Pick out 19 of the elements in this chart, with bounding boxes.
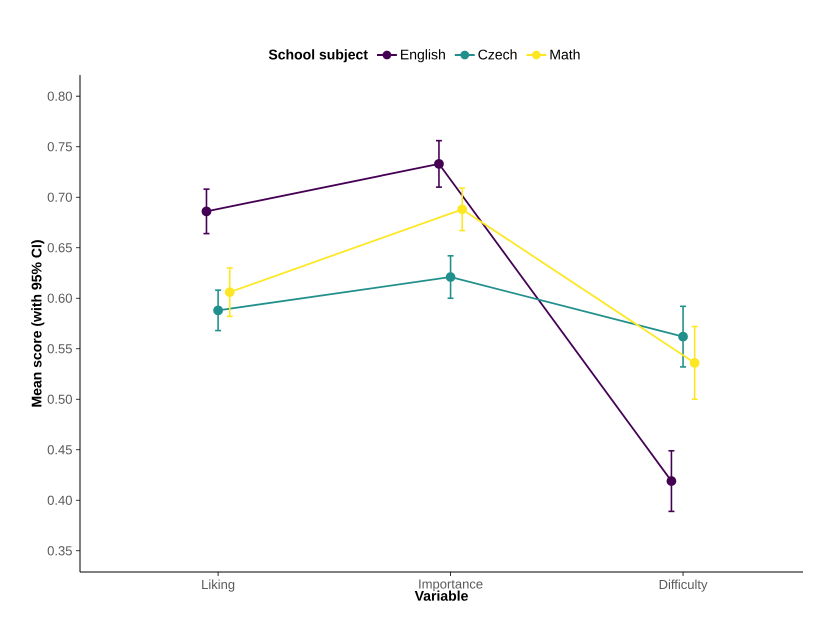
y-tick-label: 0.70 <box>48 192 72 202</box>
y-tick-label: 0.55 <box>48 344 72 354</box>
y-tick-label: 0.80 <box>48 92 72 101</box>
y-axis-title: Mean score (with 95% CI) <box>31 240 44 407</box>
x-tick-label: Difficulty <box>660 580 708 592</box>
y-tick-label: 0.35 <box>48 546 72 556</box>
y-tick-label: 0.60 <box>48 294 72 303</box>
legend-label: Math <box>550 49 580 60</box>
y-tick-label: 0.40 <box>48 496 72 505</box>
legend-label: Czech <box>478 49 517 60</box>
legend-title: School subject <box>268 49 368 62</box>
x-axis-title: Variable <box>414 590 468 601</box>
y-tick-label: 0.45 <box>48 445 72 454</box>
legend-label: English <box>401 49 445 62</box>
x-tick-label: Importance <box>419 580 483 592</box>
y-tick-label: 0.75 <box>48 142 72 152</box>
y-tick-label: 0.50 <box>48 394 72 404</box>
x-tick-label: Liking <box>202 580 234 592</box>
y-tick-label: 0.65 <box>48 243 72 252</box>
